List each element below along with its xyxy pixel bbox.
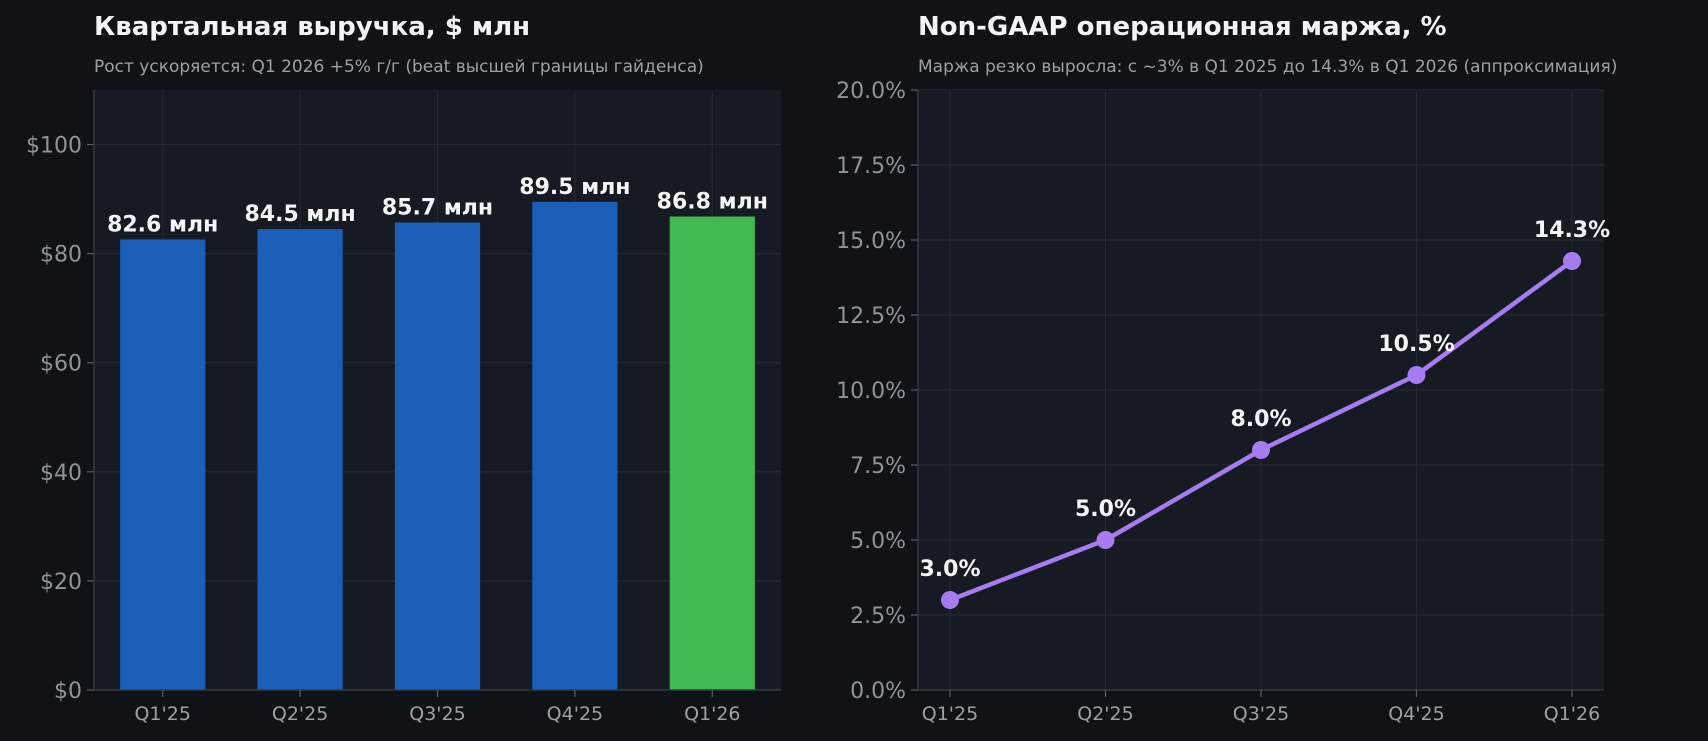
- revenue-bar-chart: Квартальная выручка, $ млн Рост ускоряет…: [26, 12, 781, 725]
- revenue-x-axis: Q1'25 Q2'25 Q3'25 Q4'25 Q1'26: [134, 690, 741, 725]
- margin-y-tick-label: 2.5%: [850, 604, 906, 629]
- margin-y-tick-label: 15.0%: [836, 229, 906, 254]
- margin-line-chart: Non-GAAP операционная маржа, % Маржа рез…: [836, 12, 1617, 725]
- margin-y-tick-label: 0.0%: [850, 679, 906, 704]
- margin-data-labels: 3.0% 5.0% 8.0% 10.5% 14.3%: [919, 218, 1610, 582]
- revenue-x-tick-label: Q1'26: [684, 703, 740, 725]
- margin-y-tick-label: 20.0%: [836, 79, 906, 104]
- margin-x-tick-label: Q4'25: [1388, 703, 1444, 725]
- revenue-data-label: 84.5 млн: [244, 202, 355, 227]
- revenue-bar-q126: [669, 216, 755, 690]
- margin-point-q425: [1407, 366, 1426, 384]
- margin-y-tick-label: 17.5%: [836, 154, 906, 179]
- revenue-data-labels: 82.6 млн 84.5 млн 85.7 млн 89.5 млн 86.8 млн: [107, 175, 768, 238]
- revenue-bar-q325: [394, 222, 481, 690]
- revenue-y-tick-label: $80: [40, 243, 82, 268]
- revenue-y-tick-label: $40: [40, 461, 82, 486]
- margin-x-tick-label: Q1'25: [922, 703, 978, 725]
- margin-point-q225: [1096, 531, 1115, 549]
- revenue-y-tick-label: $0: [54, 679, 82, 704]
- revenue-data-label: 89.5 млн: [519, 175, 630, 200]
- revenue-bar-q125: [120, 239, 206, 691]
- margin-points: [941, 252, 1581, 609]
- margin-x-tick-label: Q1'26: [1544, 703, 1600, 725]
- margin-data-label: 3.0%: [919, 557, 980, 582]
- revenue-y-tick-label: $100: [26, 134, 82, 159]
- revenue-chart-title: Квартальная выручка, $ млн: [94, 12, 530, 42]
- margin-point-q325: [1252, 441, 1270, 459]
- revenue-x-tick-label: Q1'25: [134, 703, 190, 725]
- margin-chart-title: Non-GAAP операционная маржа, %: [918, 12, 1447, 42]
- revenue-data-label: 86.8 млн: [657, 190, 768, 215]
- margin-y-tick-label: 5.0%: [850, 529, 906, 554]
- revenue-y-tick-label: $60: [40, 352, 82, 377]
- margin-point-q126: [1563, 252, 1581, 270]
- margin-data-label: 8.0%: [1230, 407, 1291, 432]
- margin-x-tick-label: Q3'25: [1233, 703, 1289, 725]
- revenue-bar-q225: [257, 229, 343, 690]
- revenue-bars: [120, 201, 755, 691]
- margin-data-label: 14.3%: [1534, 218, 1610, 243]
- margin-point-q125: [941, 591, 959, 609]
- margin-y-tick-label: 12.5%: [836, 304, 906, 329]
- margin-chart-subtitle: Маржа резко выросла: с ~3% в Q1 2025 до …: [918, 57, 1617, 77]
- revenue-chart-subtitle: Рост ускоряется: Q1 2026 +5% г/г (beat в…: [94, 57, 704, 77]
- margin-x-axis: Q1'25 Q2'25 Q3'25 Q4'25 Q1'26: [922, 690, 1600, 725]
- revenue-data-label: 85.7 млн: [382, 196, 493, 221]
- revenue-x-tick-label: Q4'25: [547, 703, 603, 725]
- revenue-x-tick-label: Q3'25: [409, 703, 465, 725]
- margin-y-tick-label: 10.0%: [836, 379, 906, 404]
- margin-data-label: 5.0%: [1075, 497, 1136, 522]
- revenue-y-tick-label: $20: [40, 570, 82, 595]
- revenue-data-label: 82.6 млн: [107, 212, 218, 237]
- revenue-bar-q425: [532, 201, 618, 690]
- margin-y-axis: 0.0% 2.5% 5.0% 7.5% 10.0% 12.5% 15.0% 17.5% 20.0…: [836, 79, 1604, 704]
- revenue-x-tick-label: Q2'25: [272, 703, 328, 725]
- margin-y-tick-label: 7.5%: [850, 454, 906, 479]
- margin-data-label: 10.5%: [1378, 332, 1454, 357]
- margin-x-tick-label: Q2'25: [1077, 703, 1133, 725]
